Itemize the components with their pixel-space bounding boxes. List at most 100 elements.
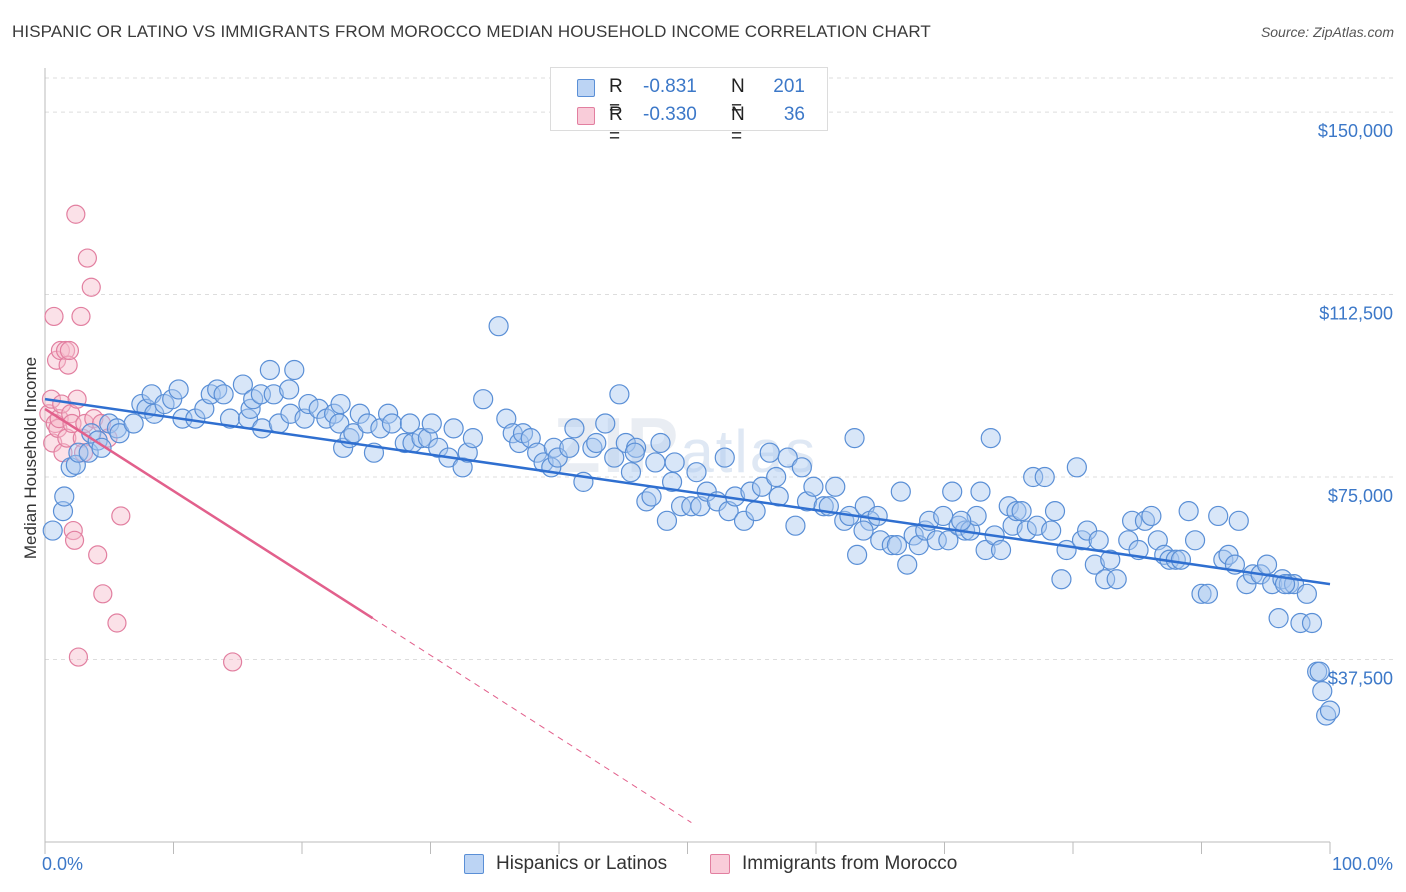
data-point-hispanic: [620, 462, 642, 483]
bottom-legend-swatch-hispanic: [464, 854, 484, 874]
data-point-hispanic: [399, 413, 421, 434]
data-point-hispanic: [263, 384, 284, 405]
data-point-hispanic: [1312, 681, 1333, 702]
bottom-legend-swatch-morocco: [710, 854, 730, 874]
data-point-hispanic: [559, 437, 580, 458]
data-point-morocco: [68, 647, 89, 667]
data-point-hispanic: [1290, 612, 1311, 634]
data-point-hispanic: [853, 520, 874, 541]
data-point-hispanic: [870, 530, 891, 551]
data-point-morocco: [66, 204, 86, 224]
data-point-hispanic: [951, 510, 972, 531]
data-point-hispanic: [785, 515, 806, 536]
data-point-hispanic: [443, 418, 464, 439]
data-point-hispanic: [825, 476, 846, 497]
data-point-hispanic: [970, 481, 991, 502]
chart-title: HISPANIC OR LATINO VS IMMIGRANTS FROM MO…: [12, 22, 931, 41]
trend-line-hispanic: [44, 397, 1331, 586]
data-point-hispanic: [1100, 549, 1121, 570]
data-point-hispanic: [219, 408, 241, 429]
data-point-hispanic: [1071, 530, 1093, 551]
data-point-morocco: [93, 584, 113, 604]
data-point-hispanic: [1208, 505, 1229, 527]
data-point-hispanic: [232, 374, 253, 395]
data-point-hispanic: [714, 447, 735, 468]
data-point-morocco: [111, 506, 131, 526]
axes: [44, 68, 1331, 854]
data-point-morocco: [39, 404, 59, 424]
data-point-morocco: [64, 530, 85, 550]
data-point-hispanic: [604, 447, 625, 468]
data-point-hispanic: [777, 447, 798, 468]
data-point-hispanic: [890, 481, 911, 502]
data-point-hispanic: [1170, 549, 1192, 570]
data-point-morocco: [107, 613, 127, 633]
legend-r-label: R =: [609, 76, 623, 119]
bottom-legend-label-hispanic: Hispanics or Latinos: [496, 853, 668, 874]
data-point-morocco: [58, 355, 78, 375]
data-point-hispanic: [966, 505, 987, 527]
trend-line-morocco: [44, 407, 374, 620]
data-point-hispanic: [1228, 510, 1249, 531]
data-point-hispanic: [411, 428, 432, 449]
data-point-hispanic: [1178, 500, 1199, 522]
legend-n-label: N =: [731, 76, 745, 119]
data-point-hispanic: [903, 525, 924, 546]
data-point-hispanic: [1023, 466, 1044, 488]
data-point-hispanic: [1319, 700, 1341, 721]
data-point-morocco: [88, 545, 108, 565]
data-point-hispanic: [1051, 569, 1072, 590]
legend-swatch-morocco: [577, 107, 595, 125]
data-point-hispanic: [686, 462, 707, 483]
data-point-hispanic: [661, 471, 683, 492]
data-point-hispanic: [1044, 500, 1066, 522]
data-point-hispanic: [844, 428, 865, 449]
grid-lines: [45, 77, 1395, 661]
data-point-hispanic: [564, 418, 585, 439]
data-point-hispanic: [751, 476, 773, 497]
data-point-morocco: [43, 433, 63, 453]
data-point-hispanic: [162, 389, 183, 410]
legend-r-label: R =: [609, 104, 623, 147]
data-point-hispanic: [886, 535, 908, 556]
data-point-hispanic: [462, 428, 484, 449]
series-morocco-points: [39, 204, 243, 672]
data-point-hispanic: [938, 530, 959, 551]
data-point-hispanic: [1256, 554, 1278, 575]
data-point-hispanic: [759, 442, 780, 463]
data-point-hispanic: [791, 457, 812, 478]
data-point-hispanic: [1084, 554, 1105, 575]
y-tick-label: $150,000: [1318, 121, 1393, 141]
data-point-hispanic: [1268, 608, 1289, 629]
data-point-hispanic: [641, 486, 662, 507]
data-point-morocco: [77, 248, 98, 268]
legend-n-value: 36: [783, 104, 805, 125]
data-point-hispanic: [109, 423, 130, 444]
data-point-hispanic: [324, 403, 345, 424]
data-point-hispanic: [1301, 612, 1323, 634]
data-point-hispanic: [1184, 530, 1206, 551]
data-point-morocco: [223, 652, 243, 672]
data-point-morocco: [57, 428, 77, 448]
data-point-hispanic: [298, 393, 319, 415]
data-point-hispanic: [394, 432, 415, 454]
data-point-hispanic: [803, 476, 824, 497]
data-point-morocco: [71, 306, 91, 327]
data-point-morocco: [59, 340, 80, 361]
data-point-hispanic: [595, 413, 616, 434]
data-point-hispanic: [527, 442, 548, 463]
data-point-hispanic: [1141, 505, 1162, 527]
data-point-morocco: [73, 443, 94, 463]
data-point-hispanic: [1106, 569, 1127, 590]
data-point-hispanic: [284, 359, 305, 381]
data-point-hispanic: [645, 452, 666, 473]
data-point-hispanic: [357, 413, 378, 434]
x-tick-label: 100.0%: [1332, 854, 1393, 874]
data-point-hispanic: [1041, 520, 1062, 541]
data-point-hispanic: [381, 413, 403, 434]
data-point-hispanic: [1296, 583, 1317, 604]
data-point-hispanic: [1088, 530, 1109, 551]
data-point-hispanic: [656, 510, 678, 531]
data-point-hispanic: [54, 486, 75, 507]
data-point-hispanic: [867, 505, 888, 527]
